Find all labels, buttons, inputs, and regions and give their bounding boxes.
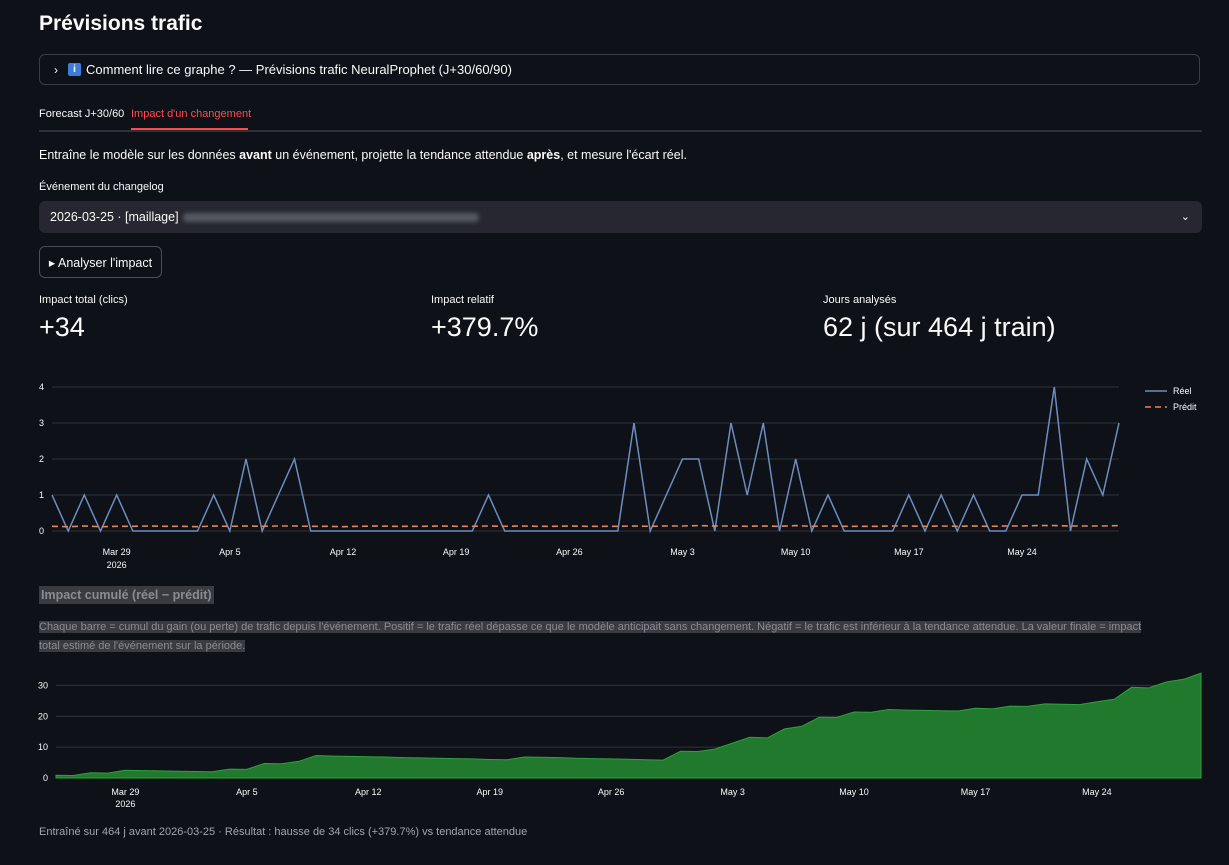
x-tick-label: Apr 5: [236, 787, 258, 797]
series-line-predit: [51, 524, 1120, 528]
event-select-label: Événement du changelog: [39, 181, 164, 193]
chevron-down-icon: ⌄: [1180, 211, 1190, 223]
metric-value-days: 62 j (sur 464 j train): [823, 312, 1056, 342]
x-tick-label: Apr 12: [355, 787, 382, 797]
chevron-right-icon: ›: [54, 62, 58, 77]
tab-forecast[interactable]: Forecast J+30/60: [39, 108, 125, 120]
x-tick-label: May 10: [839, 787, 869, 797]
y-tick-label: 2: [39, 454, 44, 464]
tab-bar: Forecast J+30/60 Impact d'un changement: [39, 100, 1202, 132]
y-tick-label: 1: [39, 490, 44, 500]
forecast-line-chart: 0 1 2 3 4 Mar 29 2026 Apr 5 Apr 12 Apr 19 Apr 26 Ma…: [39, 382, 1197, 570]
event-select[interactable]: 2026-03-25 · [maillage] ⌄: [39, 201, 1202, 233]
x-tick-label: Apr 19: [476, 787, 503, 797]
y-tick-label: 0: [43, 773, 48, 783]
redacted-text: [182, 212, 479, 222]
metric-value-relative: +379.7%: [431, 312, 539, 342]
description-text: Entraîne le modèle sur les données avant…: [39, 148, 687, 162]
cumulative-area-chart: 0 10 20 30 Mar 29 2026 Apr 5 Apr 12 Apr 19 Apr 26…: [38, 672, 1202, 809]
x-tick-label: May 17: [961, 787, 991, 797]
info-icon: i: [68, 63, 81, 76]
x-tick-label: Apr 19: [443, 547, 470, 557]
page-title: Prévisions trafic: [39, 12, 203, 35]
x-tick-label: Apr 26: [598, 787, 625, 797]
x-tick-label: Mar 29: [103, 547, 131, 557]
event-select-value: 2026-03-25 · [maillage]: [50, 210, 179, 224]
x-tick-label: May 24: [1082, 787, 1112, 797]
metric-label-relative: Impact relatif: [431, 294, 494, 306]
x-tick-label: May 17: [894, 547, 924, 557]
cumulative-description: Chaque barre = cumul du gain (ou perte) …: [39, 621, 1142, 652]
active-tab-indicator: [131, 128, 248, 130]
y-tick-label: 3: [39, 418, 44, 428]
x-tick-label: Mar 29: [111, 787, 139, 797]
y-tick-label: 20: [38, 711, 48, 721]
help-expander[interactable]: › i Comment lire ce graphe ? — Prévision…: [39, 54, 1200, 85]
x-tick-label: May 3: [720, 787, 745, 797]
x-tick-label: Apr 5: [219, 547, 241, 557]
y-tick-label: 4: [39, 382, 44, 392]
tab-impact[interactable]: Impact d'un changement: [131, 108, 252, 120]
x-tick-label: Apr 26: [556, 547, 583, 557]
metric-label-days: Jours analysés: [823, 294, 897, 306]
legend-label: Prédit: [1173, 402, 1197, 412]
metric-label-total: Impact total (clics): [39, 294, 128, 306]
x-tick-label: May 24: [1007, 547, 1037, 557]
expander-label: Comment lire ce graphe ? — Prévisions tr…: [86, 62, 512, 77]
series-line-reel: [51, 386, 1120, 534]
result-caption: Entraîné sur 464 j avant 2026-03-25 · Ré…: [39, 826, 528, 838]
x-tick-label: May 10: [781, 547, 811, 557]
x-tick-sublabel: 2026: [107, 560, 127, 570]
metric-value-total: +34: [39, 312, 85, 342]
y-tick-label: 0: [39, 526, 44, 536]
cumulative-title: Impact cumulé (réel − prédit): [39, 586, 214, 604]
x-tick-sublabel: 2026: [115, 799, 135, 809]
x-tick-label: May 3: [670, 547, 695, 557]
x-tick-label: Apr 12: [330, 547, 357, 557]
cumulative-area: [55, 672, 1202, 779]
y-tick-label: 30: [38, 680, 48, 690]
legend-label: Réel: [1173, 386, 1192, 396]
y-tick-label: 10: [38, 742, 48, 752]
analyze-impact-button[interactable]: ▸ Analyser l'impact: [39, 246, 162, 278]
